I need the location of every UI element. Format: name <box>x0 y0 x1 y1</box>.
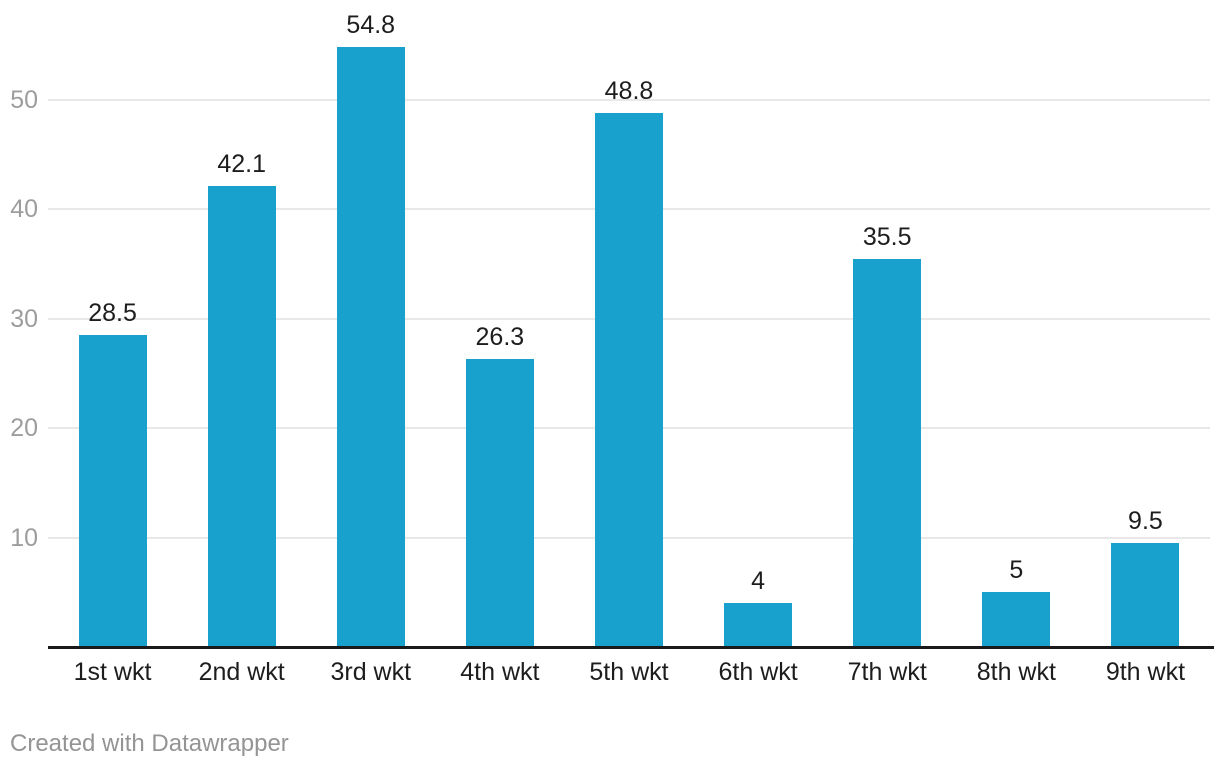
bar <box>78 335 147 647</box>
value-label: 35.5 <box>862 222 912 251</box>
value-label: 5 <box>1009 556 1024 585</box>
bar <box>336 47 405 647</box>
y-tick-label: 50 <box>10 86 38 114</box>
value-label: 48.8 <box>604 77 654 106</box>
y-tick-label: 10 <box>10 523 38 552</box>
x-tick-label: 2nd wkt <box>198 658 285 686</box>
y-tick-label: 30 <box>10 304 38 333</box>
x-tick-label: 3rd wkt <box>330 658 412 686</box>
x-tick-label: 4th wkt <box>460 658 540 686</box>
value-label: 54.8 <box>346 11 396 40</box>
value-label: 28.5 <box>88 299 137 328</box>
bar <box>982 592 1051 647</box>
bar <box>207 186 276 647</box>
bar <box>853 258 922 647</box>
bar <box>595 113 663 647</box>
value-label: 42.1 <box>217 150 266 179</box>
y-tick-label: 40 <box>10 195 38 224</box>
value-label: 26.3 <box>475 323 525 352</box>
x-tick-label: 7th wkt <box>847 658 927 686</box>
x-tick-label: 8th wkt <box>976 658 1056 686</box>
attribution-link[interactable]: Created with Datawrapper <box>10 730 289 757</box>
bar <box>724 603 793 647</box>
x-tick-label: 1st wkt <box>73 658 152 686</box>
x-tick-label: 6th wkt <box>718 658 798 686</box>
gridline <box>48 99 1210 101</box>
value-label: 4 <box>751 567 766 596</box>
bar <box>465 359 534 647</box>
x-tick-label: 9th wkt <box>1105 658 1186 686</box>
y-tick-label: 20 <box>10 414 38 443</box>
x-tick-label: 5th wkt <box>589 658 669 686</box>
value-label: 9.5 <box>1128 507 1163 536</box>
bar <box>1111 543 1180 647</box>
x-axis-line <box>48 646 1214 649</box>
